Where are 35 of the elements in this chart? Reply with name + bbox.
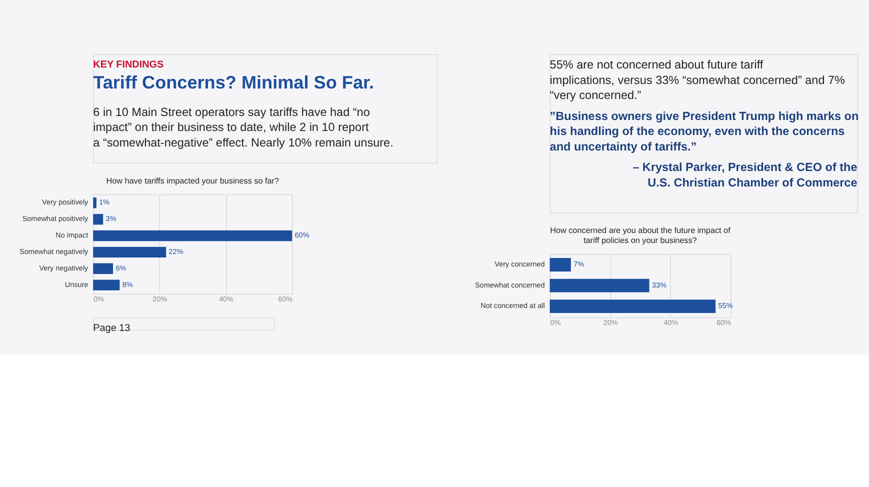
data-label: 1% xyxy=(99,198,110,207)
chart-title: How have tariffs impacted your business so far? xyxy=(106,176,280,186)
x-tick-label: 40% xyxy=(218,294,234,304)
x-tick-label: 20% xyxy=(603,318,618,327)
text: KEY FINDINGS xyxy=(93,60,164,71)
data-label: 8% xyxy=(122,280,134,289)
chart-title: How concerned are you about the future impact of tariff policies on your business? xyxy=(550,226,732,246)
x-tick-label: 20% xyxy=(152,294,168,304)
text: Page 13 xyxy=(93,322,131,334)
text: 6 in 10 Main Street operators say tariffs have had “no impact” on their business to date, while 2 in 10 report a “somewhat-negative” effect. Nearly 10% remain unsure. xyxy=(93,106,394,150)
x-tick-label: 60% xyxy=(278,294,294,304)
text: 55% are not concerned about future tariff implications, versus 33% “somewhat concerned” and 7% “very concerned.” xyxy=(550,58,846,102)
y-tick-label: Not concerned at all xyxy=(480,301,546,310)
x-tick-label: 60% xyxy=(716,318,732,327)
y-tick-label: Somewhat concerned xyxy=(474,280,545,290)
data-label: 6% xyxy=(116,263,127,272)
text: Tariff Concerns? Minimal So Far. xyxy=(93,72,374,93)
text: ”Business owners give President Trump high marks on his handling of the economy, even with the concerns and uncertainty of tariffs.” xyxy=(550,110,859,154)
data-label: 33% xyxy=(652,280,668,290)
y-tick-label: Very concerned xyxy=(494,260,545,269)
text: – Krystal Parker, President & CEO of the U.S. Christian Chamber of Commerce xyxy=(632,161,858,190)
y-tick-label: Very negatively xyxy=(39,263,89,272)
y-tick-label: Somewhat positively xyxy=(22,214,89,224)
data-label: 7% xyxy=(574,260,585,269)
y-tick-label: No impact xyxy=(56,230,88,240)
x-tick-label: 0% xyxy=(94,294,105,304)
x-tick-label: 0% xyxy=(550,318,562,327)
y-tick-label: Very positively xyxy=(42,198,89,207)
data-label: 55% xyxy=(718,301,734,310)
x-tick-label: 40% xyxy=(664,318,679,327)
data-label: 22% xyxy=(168,246,184,256)
y-tick-label: Somewhat negatively xyxy=(20,246,89,256)
y-tick-label: Unsure xyxy=(64,280,88,289)
data-label: 3% xyxy=(106,214,117,224)
data-label: 60% xyxy=(294,230,310,240)
